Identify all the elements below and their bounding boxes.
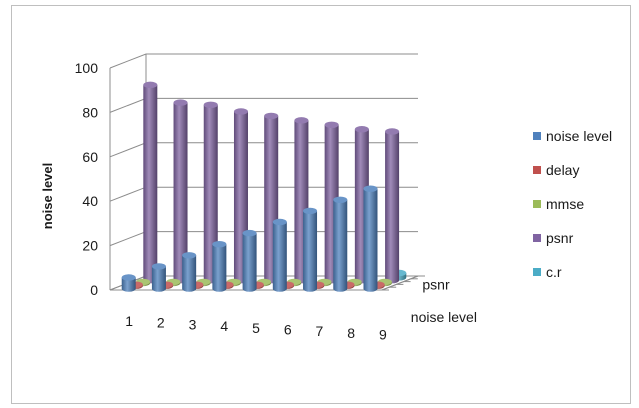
depth-tick-label: psnr bbox=[422, 276, 450, 292]
legend-label: noise level bbox=[546, 128, 612, 144]
bar bbox=[363, 185, 378, 292]
bar-cap bbox=[182, 252, 197, 259]
bar-body bbox=[151, 266, 166, 292]
x-tick-label: 4 bbox=[220, 318, 228, 334]
y-tick-label: 0 bbox=[90, 282, 98, 298]
gridline bbox=[109, 53, 418, 69]
bar bbox=[173, 99, 188, 284]
legend-item: noise level bbox=[533, 128, 612, 144]
x-tick-label: 1 bbox=[125, 313, 133, 329]
y-tick-labels: 0 20 40 60 80 100 bbox=[75, 60, 99, 298]
bar-cap bbox=[173, 99, 188, 106]
y-axis-label: noise level bbox=[40, 163, 55, 229]
bar-cap bbox=[212, 241, 227, 248]
bar-cap bbox=[233, 108, 248, 115]
y-tick-label: 60 bbox=[82, 149, 98, 165]
bar bbox=[212, 241, 227, 292]
legend-label: c.r bbox=[546, 264, 562, 280]
bar-cap bbox=[354, 126, 369, 133]
bar-body bbox=[121, 277, 136, 292]
x-tick-label: 8 bbox=[347, 325, 355, 341]
bar-cap bbox=[294, 117, 309, 124]
bar bbox=[143, 81, 158, 284]
legend-swatch bbox=[533, 132, 541, 140]
bar bbox=[151, 263, 166, 292]
legend-item: c.r bbox=[533, 264, 562, 280]
bar bbox=[182, 252, 197, 292]
chart-svg: 0 20 40 60 80 100 1 2 3 4 5 6 7 8 9 noise level psnr n… bbox=[40, 53, 612, 343]
bar bbox=[303, 207, 318, 292]
bar-body bbox=[173, 102, 188, 284]
bar-body bbox=[242, 233, 257, 292]
bar-cap bbox=[324, 121, 339, 128]
legend-label: delay bbox=[546, 162, 579, 178]
bar bbox=[272, 218, 287, 292]
legend-label: mmse bbox=[546, 196, 584, 212]
bar-body bbox=[363, 188, 378, 292]
bar-cap bbox=[143, 81, 158, 89]
legend-item: delay bbox=[533, 162, 579, 178]
bar-cap bbox=[121, 274, 136, 281]
bar-body bbox=[182, 255, 197, 292]
bar-body bbox=[272, 222, 287, 292]
bar-body bbox=[303, 210, 318, 292]
bar-body bbox=[143, 84, 158, 284]
legend-swatch bbox=[533, 268, 541, 276]
y-tick-label: 40 bbox=[82, 193, 98, 209]
bar-body bbox=[333, 199, 348, 292]
y-tick-label: 20 bbox=[82, 238, 98, 254]
bar bbox=[385, 128, 400, 284]
x-tick-label: 6 bbox=[284, 322, 292, 338]
chart-frame: 0 20 40 60 80 100 1 2 3 4 5 6 7 8 9 noise level psnr n… bbox=[11, 5, 631, 404]
x-tick-label: 5 bbox=[252, 320, 260, 336]
bar-cap bbox=[242, 229, 257, 237]
y-tick-label: 100 bbox=[75, 60, 99, 76]
bar-cap bbox=[151, 263, 166, 270]
bar-body bbox=[385, 131, 400, 284]
bar-cap bbox=[303, 207, 318, 215]
bar-body bbox=[212, 244, 227, 292]
bar-cap bbox=[272, 218, 287, 226]
bar-cap bbox=[385, 128, 400, 135]
depth-tick-labels: noise level psnr bbox=[411, 276, 477, 324]
bar-cap bbox=[363, 185, 378, 192]
legend-swatch bbox=[533, 200, 541, 208]
legend-swatch bbox=[533, 234, 541, 242]
bar-body bbox=[203, 104, 218, 284]
bar bbox=[121, 274, 136, 292]
depth-axis-line bbox=[381, 275, 419, 291]
x-tick-label: 2 bbox=[157, 315, 165, 331]
bars bbox=[121, 81, 407, 292]
legend-item: psnr bbox=[533, 230, 574, 246]
legend-item: mmse bbox=[533, 196, 584, 212]
x-tick-label: 3 bbox=[189, 316, 197, 332]
legend: noise level delay mmse psnr c.r bbox=[533, 128, 612, 280]
bar bbox=[242, 229, 257, 292]
x-tick-labels: 1 2 3 4 5 6 7 8 9 bbox=[125, 313, 387, 343]
bar bbox=[203, 101, 218, 284]
bar-cap bbox=[333, 196, 348, 203]
legend-swatch bbox=[533, 166, 541, 174]
x-tick-label: 7 bbox=[316, 323, 324, 339]
bar bbox=[333, 196, 348, 292]
y-tick-label: 80 bbox=[82, 104, 98, 120]
bar-cap bbox=[203, 101, 218, 109]
legend-label: psnr bbox=[546, 230, 574, 246]
x-tick-label: 9 bbox=[379, 327, 387, 343]
depth-tick-label: noise level bbox=[411, 309, 477, 325]
bar-cap bbox=[264, 112, 279, 120]
